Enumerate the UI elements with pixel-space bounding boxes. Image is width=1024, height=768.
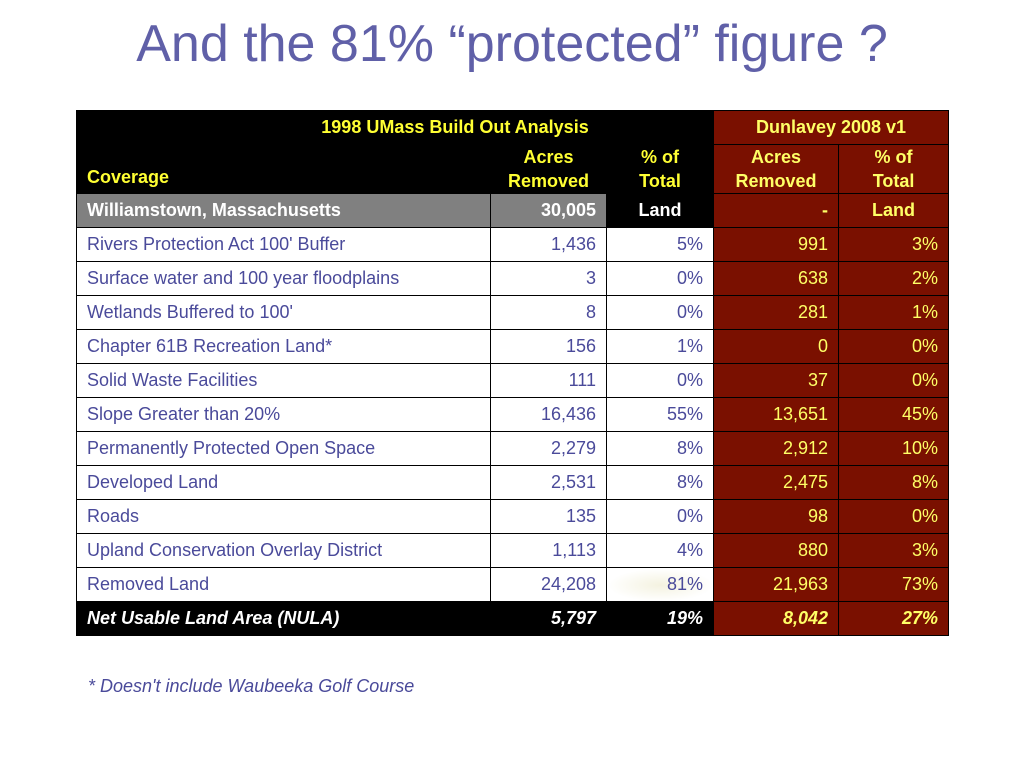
comparison-table: 1998 UMass Build Out Analysis Dunlavey 2…	[75, 110, 950, 636]
dunlavey-pct-cell: 10%	[838, 431, 950, 466]
dunlavey-pct-header: % of Total	[838, 144, 950, 194]
umass-acres-cell: 1,436	[490, 227, 607, 262]
dunlavey-acres-cell: 0	[713, 329, 840, 364]
dunlavey-pct-cell: 8%	[838, 465, 950, 500]
net-usable-row: Net Usable Land Area (NULA) 5,797 19% 8,042…	[76, 601, 950, 636]
umass-pct-cell: 0%	[605, 295, 715, 330]
umass-pct-cell: 55%	[605, 397, 715, 432]
dunlavey-total-acres: -	[713, 193, 840, 228]
umass-pct-cell: 8%	[605, 431, 715, 466]
umass-pct-cell: 0%	[605, 363, 715, 398]
dunlavey-acres-cell: 281	[713, 295, 840, 330]
umass-acres-cell: 135	[490, 499, 607, 534]
coverage-label: Surface water and 100 year floodplains	[76, 261, 491, 296]
dunlavey-pct-cell: 1%	[838, 295, 950, 330]
umass-acres-cell: 1,113	[490, 533, 607, 568]
dunlavey-pct-cell: 73%	[838, 567, 950, 602]
group-header-row: 1998 UMass Build Out Analysis Dunlavey 2…	[75, 110, 950, 145]
coverage-label: Chapter 61B Recreation Land*	[76, 329, 491, 364]
table-row: Solid Waste Facilities 111 0% 37 0%	[76, 363, 950, 398]
umass-acres-cell: 2,531	[490, 465, 607, 500]
umass-pct-header: % of Total	[605, 144, 715, 194]
total-land-label: Williamstown, Massachusetts	[76, 193, 491, 228]
coverage-label: Slope Greater than 20%	[76, 397, 491, 432]
dunlavey-acres-cell: 2,912	[713, 431, 840, 466]
table-row: Upland Conservation Overlay District 1,11…	[76, 533, 950, 568]
dunlavey-pct-cell: 45%	[838, 397, 950, 432]
net-usable-label: Net Usable Land Area (NULA)	[76, 601, 491, 636]
coverage-label: Developed Land	[76, 465, 491, 500]
umass-pct-cell: 8%	[605, 465, 715, 500]
table-row: Developed Land 2,531 8% 2,475 8%	[76, 465, 950, 500]
dunlavey-group-header: Dunlavey 2008 v1	[713, 110, 950, 145]
table-row: Removed Land 24,208 81% 21,963 73%	[76, 567, 950, 602]
dunlavey-net-acres: 8,042	[713, 601, 840, 636]
umass-acres-header: Acres Removed	[490, 144, 607, 194]
dunlavey-acres-cell: 21,963	[713, 567, 840, 602]
dunlavey-acres-header: Acres Removed	[713, 144, 840, 194]
coverage-label: Wetlands Buffered to 100'	[76, 295, 491, 330]
dunlavey-acres-cell: 991	[713, 227, 840, 262]
umass-acres-cell: 8	[490, 295, 607, 330]
umass-total-pct: Land	[605, 193, 715, 228]
table-row: Permanently Protected Open Space 2,279 8% 2…	[76, 431, 950, 466]
coverage-label: Removed Land	[76, 567, 491, 602]
table-row: Slope Greater than 20% 16,436 55% 13,651 45%	[76, 397, 950, 432]
table-row: Chapter 61B Recreation Land* 156 1% 0 0%	[76, 329, 950, 364]
dunlavey-acres-cell: 880	[713, 533, 840, 568]
slide-title: And the 81% “protected” figure ?	[136, 15, 888, 73]
dunlavey-total-pct: Land	[838, 193, 950, 228]
umass-pct-cell: 81%	[605, 567, 715, 602]
umass-group-header: 1998 UMass Build Out Analysis	[75, 110, 715, 145]
coverage-header: Coverage	[76, 144, 491, 194]
umass-total-acres: 30,005	[490, 193, 607, 228]
umass-acres-cell: 16,436	[490, 397, 607, 432]
umass-pct-cell: 0%	[605, 261, 715, 296]
dunlavey-pct-cell: 2%	[838, 261, 950, 296]
umass-acres-cell: 24,208	[490, 567, 607, 602]
umass-net-pct: 19%	[605, 601, 715, 636]
total-land-row: Williamstown, Massachusetts 30,005 Land …	[76, 193, 950, 228]
dunlavey-pct-cell: 0%	[838, 329, 950, 364]
dunlavey-pct-cell: 0%	[838, 363, 950, 398]
umass-acres-cell: 2,279	[490, 431, 607, 466]
table-row: Surface water and 100 year floodplains 3 0…	[76, 261, 950, 296]
coverage-label: Permanently Protected Open Space	[76, 431, 491, 466]
table-row: Rivers Protection Act 100' Buffer 1,436 5%…	[76, 227, 950, 262]
umass-pct-cell: 4%	[605, 533, 715, 568]
coverage-label: Roads	[76, 499, 491, 534]
coverage-label: Solid Waste Facilities	[76, 363, 491, 398]
umass-acres-cell: 111	[490, 363, 607, 398]
umass-acres-cell: 156	[490, 329, 607, 364]
dunlavey-pct-cell: 0%	[838, 499, 950, 534]
table-row: Wetlands Buffered to 100' 8 0% 281 1%	[76, 295, 950, 330]
umass-acres-cell: 3	[490, 261, 607, 296]
footnote: * Doesn't include Waubeeka Golf Course	[88, 676, 415, 696]
umass-pct-cell: 1%	[605, 329, 715, 364]
dunlavey-acres-cell: 638	[713, 261, 840, 296]
column-header-row: Coverage Acres Removed % of Total Acres Rem…	[76, 144, 950, 194]
umass-pct-cell: 0%	[605, 499, 715, 534]
dunlavey-acres-cell: 37	[713, 363, 840, 398]
dunlavey-acres-cell: 2,475	[713, 465, 840, 500]
dunlavey-pct-cell: 3%	[838, 533, 950, 568]
dunlavey-net-pct: 27%	[838, 601, 950, 636]
coverage-label: Rivers Protection Act 100' Buffer	[76, 227, 491, 262]
table-row: Roads 135 0% 98 0%	[76, 499, 950, 534]
dunlavey-acres-cell: 98	[713, 499, 840, 534]
umass-pct-cell: 5%	[605, 227, 715, 262]
dunlavey-pct-cell: 3%	[838, 227, 950, 262]
coverage-label: Upland Conservation Overlay District	[76, 533, 491, 568]
umass-net-acres: 5,797	[490, 601, 607, 636]
dunlavey-acres-cell: 13,651	[713, 397, 840, 432]
